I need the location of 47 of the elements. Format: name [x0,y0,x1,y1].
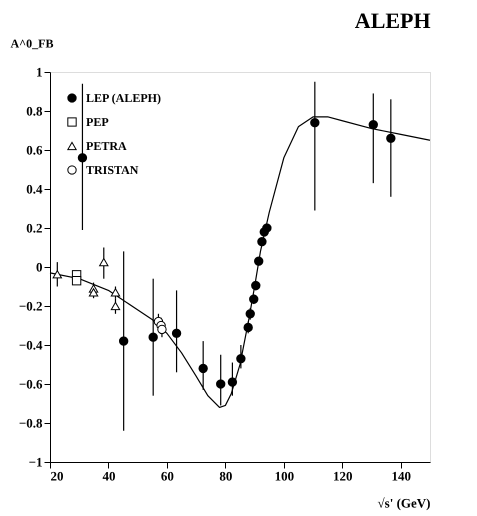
point [172,328,182,338]
point [198,364,208,374]
point [236,354,246,364]
y-tick-label: −0.2 [18,298,42,314]
x-tick-label: 120 [333,468,353,484]
point [251,280,260,290]
point [262,223,272,233]
y-tick-label: 0.2 [26,220,42,236]
point [157,324,167,334]
chart-title: ALEPH [354,8,431,33]
point [148,332,158,342]
legend-label: TRISTAN [86,163,139,177]
y-tick-label: 0.4 [26,182,43,196]
x-tick-label: 40 [102,468,116,484]
x-tick-label: 80 [219,468,232,484]
x-tick-label: 140 [392,468,412,484]
point [368,120,378,130]
point [72,276,82,286]
point [99,258,108,266]
point [110,302,120,310]
point [88,288,98,296]
point [118,336,128,346]
y-tick-label: 0 [36,260,42,274]
y-tick-label: 0.6 [26,142,43,158]
x-axis-title: √s' (GeV) [378,496,430,510]
x-tick-label: 60 [160,468,174,484]
y-tick-label: −1 [28,454,42,470]
point [257,236,267,246]
y-tick-label: −0.4 [18,338,43,352]
point [216,379,226,389]
y-tick-label: −0.8 [18,416,43,430]
y-tick-label: −0.6 [18,376,43,392]
x-tick-label: 100 [274,468,294,484]
y-tick-label: 1 [36,64,42,80]
point [78,153,88,162]
y-axis-title: A^0_FB [10,36,54,50]
point [228,377,238,387]
legend-label: PEP [86,115,109,129]
y-tick-label: 0.8 [26,104,43,118]
point [386,134,396,143]
point [52,270,62,278]
point [249,294,258,304]
point [254,256,264,266]
point [310,118,320,128]
x-tick-label: 20 [50,468,64,484]
legend-label: PETRA [86,139,128,153]
legend-label: LEP (ALEPH) [86,91,162,105]
